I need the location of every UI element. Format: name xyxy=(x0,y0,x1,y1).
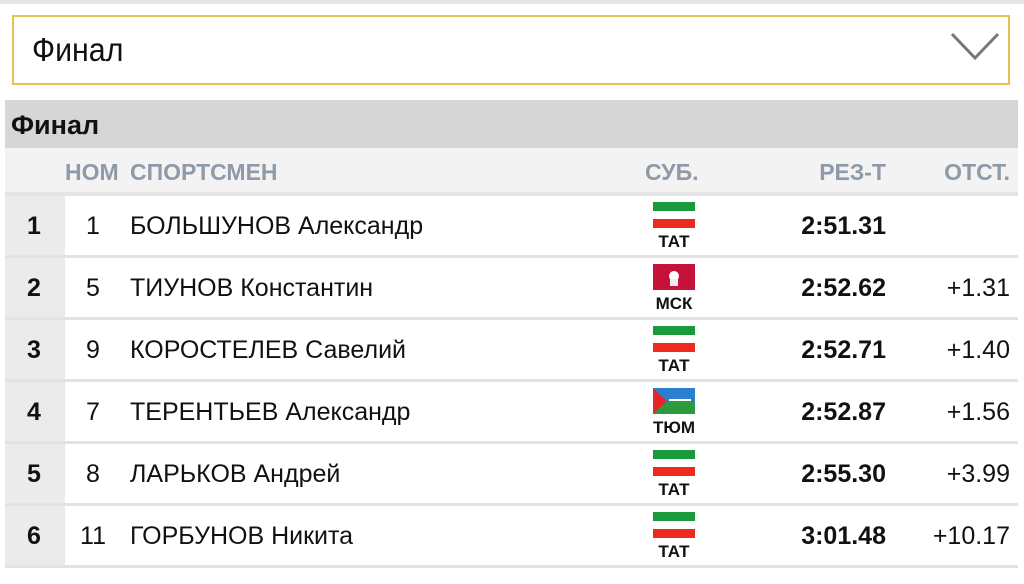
place-cell xyxy=(5,196,65,255)
results-table: Финал НОМ СПОРТСМЕН СУБ. РЕЗ-Т ОТСТ. 1 1… xyxy=(5,100,1018,568)
region-code: ТАТ xyxy=(658,232,690,251)
athlete-name[interactable]: ГОРБУНОВ Никита xyxy=(130,522,354,550)
place: 5 xyxy=(27,460,41,488)
table-header: НОМ СПОРТСМЕН СУБ. РЕЗ-Т ОТСТ. xyxy=(5,148,1018,196)
result: 2:52.62 xyxy=(801,274,886,302)
gap: +1.31 xyxy=(946,274,1010,302)
gap: +1.40 xyxy=(946,336,1010,364)
athlete-name[interactable]: ТИУНОВ Константин xyxy=(130,274,374,302)
header-result: РЕЗ-Т xyxy=(819,159,886,185)
place-cell xyxy=(5,506,65,565)
athlete-name[interactable]: ТЕРЕНТЬЕВ Александр xyxy=(130,398,411,426)
bib-number: 8 xyxy=(86,460,100,488)
place: 6 xyxy=(27,522,41,550)
tatarstan-flag-icon xyxy=(653,202,695,228)
gap: +3.99 xyxy=(946,460,1010,488)
place-cell xyxy=(5,444,65,503)
bib-number: 7 xyxy=(86,398,100,426)
header-athlete: СПОРТСМЕН xyxy=(130,159,278,185)
header-gap: ОТСТ. xyxy=(944,159,1010,185)
top-divider xyxy=(0,0,1024,4)
table-row[interactable]: 6 11 ГОРБУНОВ Никита ТАТ 3:01.48 +10.17 xyxy=(5,506,1018,568)
region-code: МСК xyxy=(655,294,693,313)
tyumen-flag-icon xyxy=(653,388,695,414)
result: 3:01.48 xyxy=(801,522,886,550)
place-cell xyxy=(5,382,65,441)
region-code: ТАТ xyxy=(658,480,690,499)
stage-select-value: Финал xyxy=(32,31,124,68)
header-region: СУБ. xyxy=(645,159,699,185)
tatarstan-flag-icon xyxy=(653,326,695,352)
bib-number: 1 xyxy=(86,212,100,240)
stage-select[interactable]: Финал xyxy=(12,15,1010,85)
table-row[interactable]: 2 5 ТИУНОВ Константин МСК 2:52.62 +1.31 xyxy=(5,258,1018,320)
tatarstan-flag-icon xyxy=(653,512,695,538)
moscow-flag-icon xyxy=(653,264,695,290)
athlete-name[interactable]: ЛАРЬКОВ Андрей xyxy=(130,460,341,488)
place: 1 xyxy=(27,212,41,240)
chevron-down-icon[interactable] xyxy=(950,31,1000,61)
gap: +10.17 xyxy=(932,522,1010,550)
table-row[interactable]: 5 8 ЛАРЬКОВ Андрей ТАТ 2:55.30 +3.99 xyxy=(5,444,1018,506)
place: 4 xyxy=(27,398,41,426)
header-num: НОМ xyxy=(65,159,119,185)
bib-number: 5 xyxy=(86,274,100,302)
place-cell xyxy=(5,320,65,379)
table-row[interactable]: 4 7 ТЕРЕНТЬЕВ Александр ТЮМ 2:52.87 +1.5… xyxy=(5,382,1018,444)
athlete-name[interactable]: КОРОСТЕЛЕВ Савелий xyxy=(130,336,407,364)
place: 3 xyxy=(27,336,41,364)
athlete-name[interactable]: БОЛЬШУНОВ Александр xyxy=(130,212,424,240)
region-code: ТЮМ xyxy=(652,418,696,437)
result: 2:52.71 xyxy=(801,336,886,364)
region-code: ТАТ xyxy=(658,542,690,561)
result: 2:51.31 xyxy=(801,212,886,240)
place-cell xyxy=(5,258,65,317)
table-row[interactable]: 3 9 КОРОСТЕЛЕВ Савелий ТАТ 2:52.71 +1.40 xyxy=(5,320,1018,382)
bib-number: 9 xyxy=(86,336,100,364)
bib-number: 11 xyxy=(80,522,106,550)
table-title: Финал xyxy=(5,100,1018,148)
region-code: ТАТ xyxy=(658,356,690,375)
gap: +1.56 xyxy=(946,398,1010,426)
place: 2 xyxy=(27,274,41,302)
tatarstan-flag-icon xyxy=(653,450,695,476)
result: 2:55.30 xyxy=(801,460,886,488)
result: 2:52.87 xyxy=(801,398,886,426)
table-row[interactable]: 1 1 БОЛЬШУНОВ Александр ТАТ 2:51.31 xyxy=(5,196,1018,258)
